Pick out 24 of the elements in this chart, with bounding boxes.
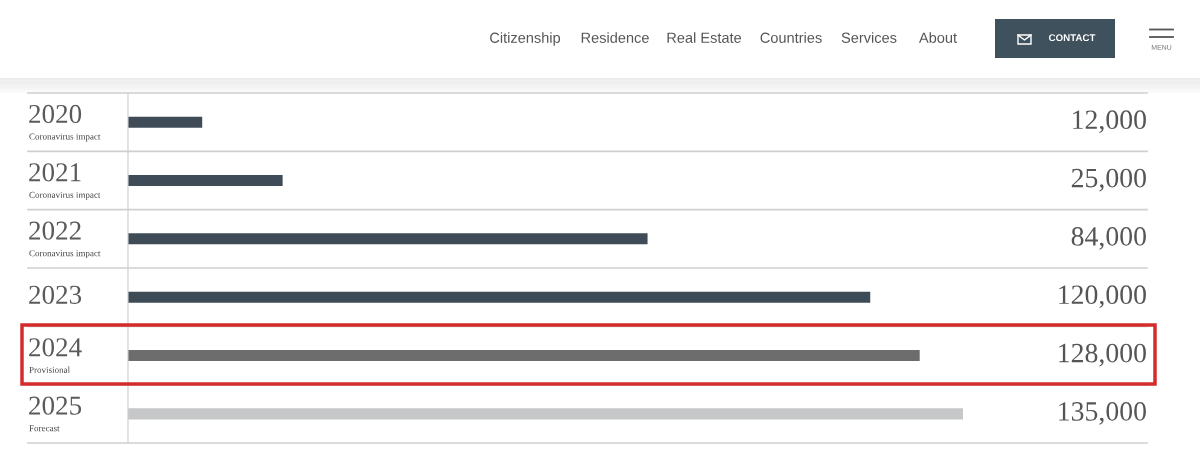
data-label: 120,000 (1059, 285, 1146, 309)
bar (128, 174, 283, 187)
y-tick-label: 2022 Coronavirus impact (29, 221, 101, 259)
bar (128, 233, 648, 245)
data-label: 84,000 (1071, 227, 1146, 250)
text: Countries (760, 32, 822, 43)
y-tick-label: 2025 Forecast (29, 396, 82, 432)
y-tick-label: 2020 Coronavirus impact (29, 104, 101, 142)
data-label: 135,000 (1059, 402, 1146, 425)
bar (128, 116, 203, 128)
text: CONTACT (1049, 34, 1096, 42)
text: About (918, 32, 957, 43)
data-label: 128,000 (1059, 343, 1146, 367)
text: Citizenship (490, 32, 561, 46)
text: Real Estate (667, 32, 742, 43)
bar (128, 349, 920, 362)
y-tick-label: 2024 Provisional (29, 338, 82, 373)
y-tick-label: 2023 (29, 285, 82, 304)
bar (128, 291, 871, 303)
data-label: 25,000 (1071, 168, 1146, 192)
y-tick-label: 2021 Coronavirus impact (29, 163, 101, 200)
text: Residence (581, 32, 649, 43)
text: Services (841, 32, 897, 43)
data-label: 12,000 (1073, 110, 1146, 134)
